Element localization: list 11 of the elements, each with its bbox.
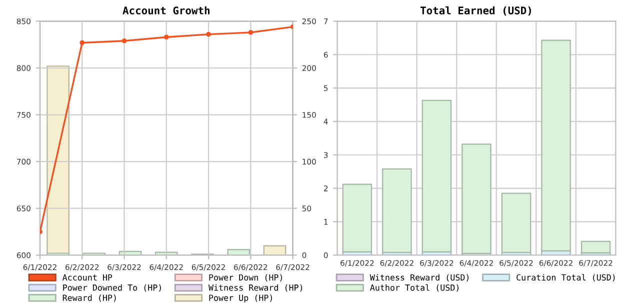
- legend-label: Reward (HP): [62, 294, 116, 302]
- legend-label: Witness Reward (USD): [370, 274, 468, 282]
- legend-label: Account HP: [62, 274, 112, 281]
- legend-label: Witness Reward (HP): [208, 284, 302, 292]
- legend-label: Power Down (HP): [209, 274, 282, 282]
- chart-title: Account Growth: [122, 6, 210, 14]
- chart-title: Total Earned (USD): [420, 6, 531, 16]
- legend-label: Curation Total (USD): [516, 274, 615, 282]
- legend-label: Power Downed To (HP): [63, 284, 161, 292]
- legend-label: Power Up (HP): [209, 294, 272, 303]
- legend-label: Author Total (USD): [370, 284, 458, 292]
